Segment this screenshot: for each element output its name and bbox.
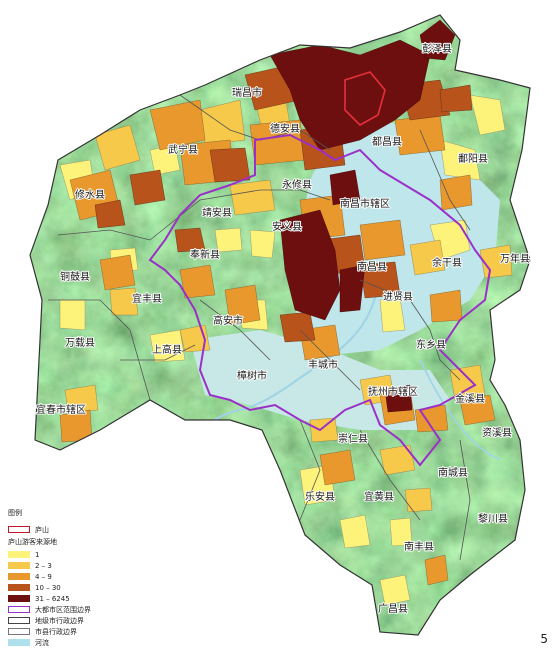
legend-label: 1 bbox=[35, 550, 40, 559]
place-label: 鄱阳县 bbox=[458, 152, 488, 165]
class-10-30-swatch bbox=[8, 584, 30, 591]
class-31-6245-areas bbox=[269, 19, 456, 413]
place-label: 永修县 bbox=[282, 178, 312, 191]
place-label: 余干县 bbox=[432, 256, 462, 269]
place-label: 广昌县 bbox=[378, 603, 408, 615]
class-31-6245-swatch bbox=[8, 595, 30, 602]
legend-subtitle: 庐山游客来源地 bbox=[8, 538, 57, 546]
legend-class: 31 – 6245 bbox=[8, 593, 188, 604]
place-label: 瑞昌市 bbox=[232, 86, 262, 99]
place-label: 丰城市 bbox=[308, 358, 338, 371]
place-label: 宜黄县 bbox=[364, 490, 394, 503]
place-label: 黎川县 bbox=[478, 512, 508, 525]
place-label: 彭泽县 bbox=[422, 42, 452, 55]
place-labels: 彭泽县 瑞昌市 德安县 都昌县 武宁县 鄱阳县 修水县 永修县 南昌市辖区 靖安… bbox=[35, 41, 531, 616]
legend-boundary: 市县行政边界 bbox=[8, 626, 188, 637]
place-label: 高安市 bbox=[213, 314, 243, 327]
place-label: 万载县 bbox=[65, 337, 95, 349]
legend-label: 庐山 bbox=[35, 525, 49, 534]
place-label: 南丰县 bbox=[404, 540, 434, 553]
place-label: 铜鼓县 bbox=[60, 270, 90, 283]
place-label: 宜春市辖区 bbox=[36, 403, 86, 416]
place-label: 南昌市辖区 bbox=[340, 197, 390, 210]
place-label: 万年县 bbox=[500, 252, 530, 265]
river-swatch bbox=[8, 639, 30, 646]
metro-boundary-swatch bbox=[8, 606, 30, 613]
place-label: 崇仁县 bbox=[338, 433, 368, 445]
legend-label: 31 – 6245 bbox=[35, 594, 70, 603]
place-label: 德安县 bbox=[270, 122, 300, 135]
place-label: 进贤县 bbox=[383, 291, 413, 303]
class-4-9-areas bbox=[59, 99, 496, 586]
legend-label: 大都市区范围边界 bbox=[35, 605, 91, 614]
metro-area-boundary bbox=[148, 133, 492, 467]
place-label: 宜丰县 bbox=[132, 292, 162, 305]
legend-class: 10 – 30 bbox=[8, 582, 188, 593]
river bbox=[419, 359, 501, 461]
map-legend: 图例 庐山 庐山游客来源地 1 2 – 3 4 – 9 10 – 30 31 –… bbox=[8, 508, 188, 648]
legend-boundary: 地级市行政边界 bbox=[8, 615, 188, 626]
page-number: 5 bbox=[540, 632, 548, 646]
place-label: 武宁县 bbox=[168, 143, 198, 156]
legend-label: 4 – 9 bbox=[35, 572, 52, 581]
place-label: 安义县 bbox=[272, 220, 302, 233]
place-label: 樟树市 bbox=[237, 369, 267, 382]
place-label: 奉新县 bbox=[190, 248, 220, 261]
legend-label: 河流 bbox=[35, 638, 49, 647]
class-1-swatch bbox=[8, 551, 30, 558]
place-label: 东乡县 bbox=[416, 338, 446, 351]
place-label: 都昌县 bbox=[372, 136, 402, 148]
place-label: 抚州市辖区 bbox=[368, 385, 418, 398]
class-4-9-swatch bbox=[8, 573, 30, 580]
place-label: 靖安县 bbox=[202, 206, 232, 219]
legend-item-lushan: 庐山 bbox=[8, 524, 188, 535]
river bbox=[179, 279, 381, 441]
class-2-3-swatch bbox=[8, 562, 30, 569]
place-label: 资溪县 bbox=[482, 427, 512, 439]
legend-title: 图例 bbox=[8, 509, 22, 517]
legend-label: 地级市行政边界 bbox=[35, 616, 84, 625]
place-label: 南昌县 bbox=[357, 260, 387, 273]
legend-class: 4 – 9 bbox=[8, 571, 188, 582]
lushan-swatch bbox=[8, 526, 30, 533]
place-label: 南城县 bbox=[438, 466, 468, 479]
legend-label: 2 – 3 bbox=[35, 561, 52, 570]
place-label: 金溪县 bbox=[455, 392, 485, 405]
legend-class: 1 bbox=[8, 549, 188, 560]
legend-boundary: 河流 bbox=[8, 637, 188, 648]
place-label: 修水县 bbox=[75, 188, 105, 201]
lushan-area bbox=[344, 71, 386, 126]
place-label: 上高县 bbox=[152, 343, 182, 356]
place-label: 乐安县 bbox=[305, 490, 335, 503]
legend-label: 市县行政边界 bbox=[35, 627, 77, 636]
region-outline bbox=[29, 14, 531, 636]
county-boundary-swatch bbox=[8, 628, 30, 635]
legend-label: 10 – 30 bbox=[35, 583, 61, 592]
class-2-3-areas bbox=[64, 94, 513, 513]
legend-boundary: 大都市区范围边界 bbox=[8, 604, 188, 615]
legend-class: 2 – 3 bbox=[8, 560, 188, 571]
county-boundaries bbox=[48, 94, 471, 561]
prefecture-boundary-swatch bbox=[8, 617, 30, 624]
